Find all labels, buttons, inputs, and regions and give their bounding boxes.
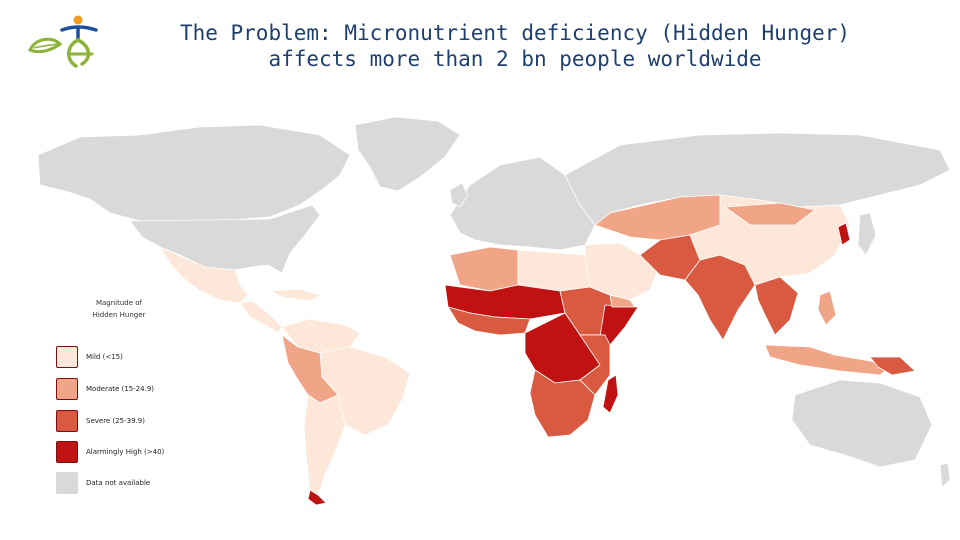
logo-leaf-icon <box>27 37 63 54</box>
logo-figure-icon <box>60 15 98 68</box>
region-canada <box>37 124 351 224</box>
legend-title: Magnitude of Hidden Hunger <box>92 299 146 319</box>
region-north-africa-west <box>449 246 519 292</box>
region-india <box>684 254 756 341</box>
region-east-africa <box>579 334 611 396</box>
region-central-america <box>239 300 283 334</box>
legend-label-no-data: Data not available <box>86 479 151 487</box>
region-north-africa-east <box>517 249 591 292</box>
region-europe <box>449 156 596 251</box>
legend-swatch-severe <box>56 410 78 432</box>
legend-swatch-mild <box>56 346 78 368</box>
region-southeast-asia <box>754 276 799 336</box>
legend-label-severe: Severe (25-39.9) <box>86 417 145 425</box>
region-southern-cone <box>303 394 346 496</box>
world-map <box>37 116 951 506</box>
region-middle-east <box>584 242 661 301</box>
region-mongolia <box>724 202 816 226</box>
region-madagascar <box>602 374 619 414</box>
legend-swatch-alarming <box>56 441 78 463</box>
page-title: The Problem: Micronutrient deficiency (H… <box>130 20 900 72</box>
region-philippines <box>817 290 837 326</box>
region-australia <box>791 379 933 468</box>
region-greenland <box>354 116 461 192</box>
region-new-zealand <box>939 462 951 488</box>
region-tierra-del-fuego <box>307 489 327 506</box>
region-png <box>869 356 916 376</box>
title-line-1: The Problem: Micronutrient deficiency (H… <box>179 21 851 45</box>
legend-swatch-moderate <box>56 378 78 400</box>
region-caribbean <box>269 288 321 302</box>
region-uk <box>449 182 469 208</box>
region-korea <box>837 222 851 246</box>
region-southern-africa <box>529 369 596 438</box>
legend-label-alarming: Alarmingly High (>40) <box>86 448 165 456</box>
region-japan <box>857 212 877 256</box>
legend-label-moderate: Moderate (15-24.9) <box>86 385 154 393</box>
region-indonesia <box>764 344 891 376</box>
legend-swatch-no-data <box>56 472 78 494</box>
legend-label-mild: Mild (<15) <box>86 353 123 361</box>
organization-logo <box>27 15 98 68</box>
region-yemen <box>609 294 636 308</box>
title-line-2: affects more than 2 bn people worldwide <box>268 47 762 71</box>
